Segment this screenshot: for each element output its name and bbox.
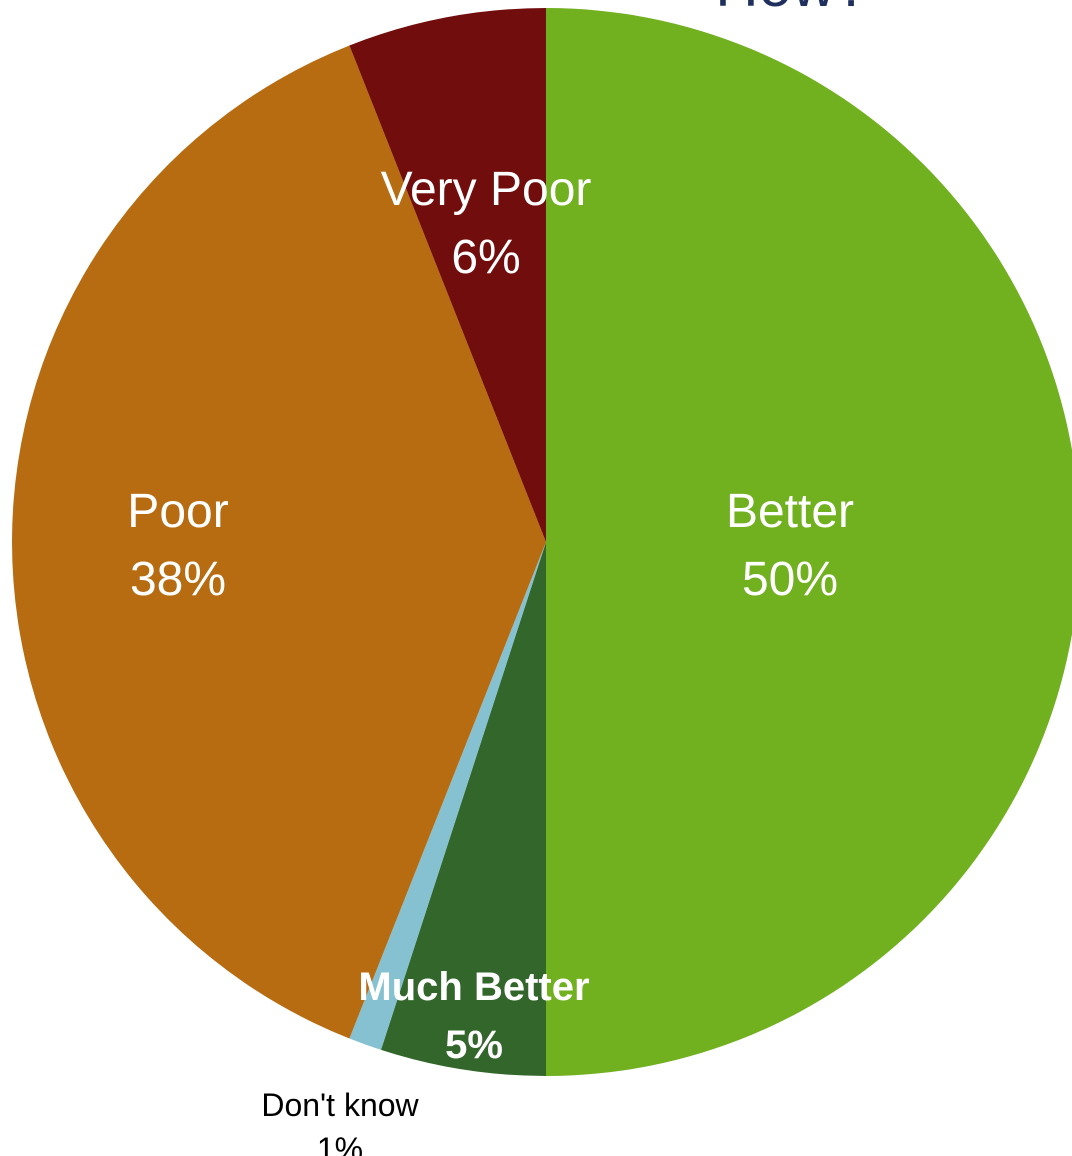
pie-slice-don-t-know bbox=[349, 542, 546, 1050]
pie-slice-very-poor bbox=[349, 8, 546, 542]
pie-labels: Better 50% Much Better 5% Don't know 1% Poor 38… bbox=[127, 163, 854, 1156]
slice-value-much-better: 5% bbox=[445, 1023, 503, 1067]
slice-label-poor: Poor bbox=[127, 485, 228, 538]
pie-slices bbox=[12, 8, 1072, 1076]
slice-value-better: 50% bbox=[742, 553, 838, 606]
slice-label-better: Better bbox=[726, 485, 854, 538]
pie-slice-poor bbox=[12, 45, 547, 1039]
chart-title: How? bbox=[715, 0, 868, 19]
slice-value-very-poor: 6% bbox=[451, 231, 520, 284]
slice-label-very-poor: Very Poor bbox=[381, 163, 592, 216]
pie-slice-better bbox=[546, 8, 1072, 1076]
slice-label-don-t-know: Don't know bbox=[261, 1087, 419, 1123]
slice-value-don-t-know: 1% bbox=[317, 1131, 363, 1156]
pie-slice-much-better bbox=[380, 542, 546, 1076]
slice-label-much-better: Much Better bbox=[358, 965, 589, 1009]
slice-value-poor: 38% bbox=[130, 553, 226, 606]
